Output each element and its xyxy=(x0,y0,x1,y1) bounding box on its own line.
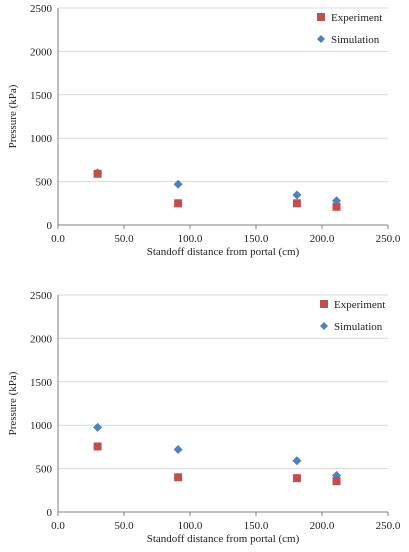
simulation-point xyxy=(292,190,302,200)
y-tick-label: 2000 xyxy=(30,333,53,345)
legend-marker-simulation xyxy=(320,322,328,330)
chart-top: 0 500 1000 1500 2000 2500 0.0 50.0 100.0 150.0 200… xyxy=(7,3,401,258)
legend-label-experiment: Experiment xyxy=(334,299,385,311)
legend-marker-experiment xyxy=(317,13,325,21)
x-tick-label: 50.0 xyxy=(114,233,134,245)
y-tick-label: 2500 xyxy=(30,3,53,15)
simulation-point xyxy=(292,456,302,466)
x-axis-title: Standoff distance from portal (cm) xyxy=(147,246,300,258)
simulation-point xyxy=(173,179,183,189)
experiment-point xyxy=(292,474,301,483)
x-tick-label: 150.0 xyxy=(244,520,269,532)
legend-marker-simulation xyxy=(317,35,325,43)
y-tick-label: 500 xyxy=(36,464,53,476)
simulation-point xyxy=(93,422,103,432)
experiment-point xyxy=(174,199,183,208)
legend-marker-experiment xyxy=(320,300,328,308)
y-tick-label: 2000 xyxy=(30,46,53,58)
experiment-point xyxy=(292,199,301,208)
y-tick-label: 1500 xyxy=(30,90,53,102)
x-tick-label: 100.0 xyxy=(178,233,203,245)
x-tick-label: 100.0 xyxy=(178,520,203,532)
experiment-point xyxy=(93,442,102,451)
y-tick-label: 1500 xyxy=(30,377,53,389)
x-tick-label: 250.0 xyxy=(376,520,401,532)
experiment-point xyxy=(332,202,341,211)
legend-label-simulation: Simulation xyxy=(331,34,380,46)
y-axis-title: Pressure (kPa) xyxy=(7,84,19,148)
x-tick-label: 0.0 xyxy=(51,520,65,532)
legend-label-experiment: Experiment xyxy=(331,12,382,24)
y-tick-label: 0 xyxy=(47,507,53,519)
x-tick-label: 50.0 xyxy=(114,520,134,532)
y-tick-label: 1000 xyxy=(30,133,53,145)
simulation-point xyxy=(173,445,183,455)
x-axis-title: Standoff distance from portal (cm) xyxy=(147,533,300,545)
y-tick-label: 0 xyxy=(47,220,53,232)
x-tick-label: 200.0 xyxy=(310,233,335,245)
y-tick-label: 1000 xyxy=(30,420,53,432)
legend-label-simulation: Simulation xyxy=(334,321,383,333)
y-axis-title: Pressure (kPa) xyxy=(7,371,19,435)
chart-bottom: 0 500 1000 1500 2000 2500 0.0 50.0 100.0 150.0 200… xyxy=(7,290,401,545)
x-tick-label: 0.0 xyxy=(51,233,65,245)
experiment-point xyxy=(93,169,102,178)
x-tick-label: 200.0 xyxy=(310,520,335,532)
x-tick-label: 250.0 xyxy=(376,233,401,245)
experiment-point xyxy=(174,473,183,482)
y-tick-label: 500 xyxy=(36,177,53,189)
x-tick-label: 150.0 xyxy=(244,233,269,245)
experiment-point xyxy=(332,477,341,486)
y-tick-label: 2500 xyxy=(30,290,53,302)
